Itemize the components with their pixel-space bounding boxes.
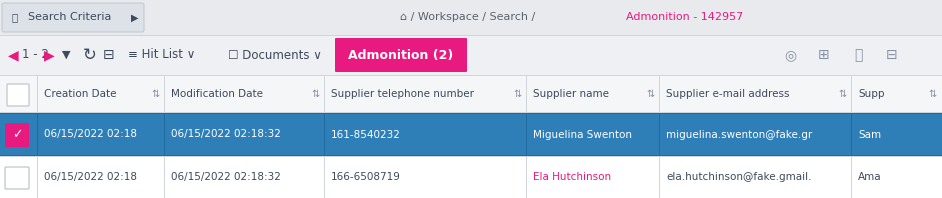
Bar	[659, 75, 660, 113]
Bar	[526, 75, 527, 113]
Text: ◎: ◎	[784, 48, 796, 62]
Text: ela.hutchinson@fake.gmail.: ela.hutchinson@fake.gmail.	[666, 172, 811, 182]
Bar	[0, 113, 942, 156]
Bar	[164, 113, 165, 156]
Text: 166-6508719: 166-6508719	[331, 172, 401, 182]
Bar	[0, 75, 942, 76]
Bar	[0, 0, 942, 35]
Text: 06/15/2022 02:18:32: 06/15/2022 02:18:32	[171, 172, 281, 182]
Text: Supplier telephone number: Supplier telephone number	[331, 89, 474, 99]
Text: ⇅: ⇅	[311, 89, 319, 99]
Bar	[0, 156, 942, 157]
Bar	[164, 75, 165, 113]
Bar	[0, 155, 942, 156]
Bar	[37, 75, 38, 113]
Bar	[851, 156, 852, 198]
Text: 06/15/2022 02:18: 06/15/2022 02:18	[44, 129, 137, 140]
Bar	[0, 112, 942, 113]
Text: ⊞: ⊞	[819, 48, 830, 62]
Text: ≡ Hit List ∨: ≡ Hit List ∨	[128, 49, 195, 62]
Text: Sam: Sam	[858, 129, 881, 140]
Text: Supp: Supp	[858, 89, 885, 99]
Text: Modification Date: Modification Date	[171, 89, 263, 99]
FancyBboxPatch shape	[5, 123, 29, 147]
Bar	[324, 113, 325, 156]
Text: Search Criteria: Search Criteria	[28, 12, 111, 23]
Text: ⤢: ⤢	[853, 48, 862, 62]
Text: miguelina.swenton@fake.gr: miguelina.swenton@fake.gr	[666, 129, 812, 140]
FancyBboxPatch shape	[2, 3, 144, 32]
Text: —: —	[62, 49, 69, 55]
Text: Ela Hutchinson: Ela Hutchinson	[533, 172, 611, 182]
Bar	[0, 75, 942, 113]
FancyBboxPatch shape	[5, 167, 29, 189]
Text: ✓: ✓	[11, 128, 23, 141]
Text: 06/15/2022 02:18:32: 06/15/2022 02:18:32	[171, 129, 281, 140]
Text: ⇅: ⇅	[928, 89, 936, 99]
Text: ⊟: ⊟	[886, 48, 898, 62]
Bar	[164, 156, 165, 198]
Text: ⇅: ⇅	[513, 89, 521, 99]
Text: 🔍: 🔍	[12, 12, 18, 23]
FancyBboxPatch shape	[7, 84, 29, 106]
Text: ⇅: ⇅	[838, 89, 846, 99]
Text: Supplier e-mail address: Supplier e-mail address	[666, 89, 789, 99]
Text: Miguelina Swenton: Miguelina Swenton	[533, 129, 632, 140]
Text: 06/15/2022 02:18: 06/15/2022 02:18	[44, 172, 137, 182]
Text: ☐ Documents ∨: ☐ Documents ∨	[228, 49, 322, 62]
Bar	[37, 156, 38, 198]
Text: ↻: ↻	[83, 46, 97, 64]
Bar	[324, 156, 325, 198]
Text: ⊟: ⊟	[103, 48, 115, 62]
Text: Supplier name: Supplier name	[533, 89, 609, 99]
Bar	[0, 156, 942, 198]
Text: ▶: ▶	[44, 48, 55, 62]
Text: Creation Date: Creation Date	[44, 89, 117, 99]
Text: Admonition (2): Admonition (2)	[349, 49, 454, 62]
Text: ⌂ / Workspace / Search /: ⌂ / Workspace / Search /	[399, 12, 543, 23]
Text: ◀: ◀	[8, 48, 19, 62]
Bar	[659, 113, 660, 156]
Text: ⇅: ⇅	[646, 89, 654, 99]
Bar	[0, 75, 38, 113]
Text: ▼: ▼	[62, 50, 71, 60]
Text: Admonition - 142957: Admonition - 142957	[626, 12, 743, 23]
Bar	[324, 75, 325, 113]
Bar	[0, 75, 942, 76]
Bar	[0, 35, 942, 36]
Bar	[851, 75, 852, 113]
Text: ▶: ▶	[131, 12, 138, 23]
Text: 161-8540232: 161-8540232	[331, 129, 401, 140]
Bar	[0, 35, 942, 75]
Text: 1 - 2: 1 - 2	[22, 49, 49, 62]
Bar	[0, 113, 942, 114]
Bar	[851, 113, 852, 156]
Bar	[526, 113, 527, 156]
Bar	[526, 156, 527, 198]
Text: ⇅: ⇅	[151, 89, 159, 99]
Bar	[37, 113, 38, 156]
Text: Ama: Ama	[858, 172, 882, 182]
FancyBboxPatch shape	[335, 38, 467, 72]
Bar	[659, 156, 660, 198]
